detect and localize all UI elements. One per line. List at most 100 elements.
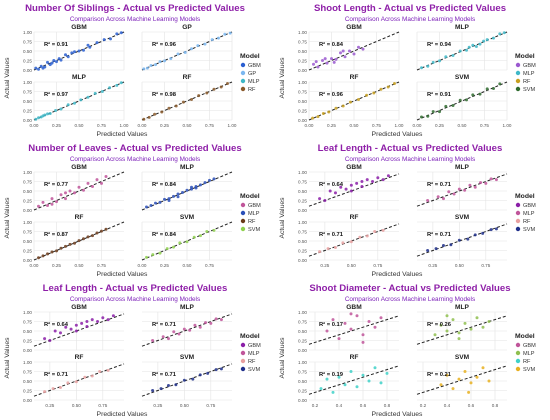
r2-label: R² = 0.84 <box>152 231 177 238</box>
data-point <box>39 64 43 68</box>
x-axis-label: Predicted Values <box>97 271 148 278</box>
data-point <box>212 228 216 232</box>
data-point <box>316 65 320 69</box>
panel-title: MLP <box>455 304 470 311</box>
data-point <box>50 250 54 254</box>
data-point <box>64 325 68 329</box>
data-point <box>119 81 123 85</box>
data-point <box>463 321 467 325</box>
data-point <box>334 106 338 110</box>
reference-line <box>416 315 508 345</box>
data-point <box>154 63 157 67</box>
data-point <box>93 91 97 95</box>
data-point <box>46 203 49 207</box>
data-point <box>98 370 102 373</box>
data-point <box>494 178 498 182</box>
data-point <box>337 337 341 341</box>
data-point <box>321 112 325 116</box>
data-point <box>193 323 197 327</box>
r2-label: R² = 0.96 <box>152 41 177 48</box>
y-tick-label: 0.50 <box>23 99 32 104</box>
data-point <box>151 253 155 257</box>
reference-line <box>141 363 233 397</box>
data-point <box>337 375 341 379</box>
y-tick-label: 1.00 <box>23 220 32 225</box>
data-point <box>101 316 105 320</box>
data-point <box>50 202 54 206</box>
data-point <box>106 368 110 372</box>
data-point <box>185 188 189 192</box>
panel-title: GBM <box>346 304 362 311</box>
y-tick-label: 0.75 <box>298 40 307 45</box>
legend-label: MLP <box>523 351 535 357</box>
data-point <box>174 104 178 108</box>
reference-line <box>33 363 125 397</box>
data-point <box>323 199 327 202</box>
data-point <box>386 85 390 89</box>
x-tick-label: 0.25 <box>327 123 336 128</box>
data-point <box>328 189 332 193</box>
data-point <box>91 184 94 188</box>
panel-rf: RF R² = 0.96 0.00 0.25 0.50 0.75 1.00 0.00 0.25 0… <box>298 74 404 128</box>
data-point <box>151 389 155 392</box>
data-point <box>372 91 376 95</box>
legend-swatch <box>240 358 246 364</box>
panel-svm: SVM R² = 0.84 0.00 0.25 0.50 0.75 <box>138 214 233 268</box>
legend-label: MLP <box>248 79 260 85</box>
data-point <box>468 183 472 187</box>
legend: Model GBM MLP RF SVM <box>515 193 536 233</box>
data-point <box>48 339 52 342</box>
x-tick-label: 0.75 <box>205 263 214 268</box>
data-point <box>59 107 63 111</box>
data-point <box>169 57 173 61</box>
data-point <box>339 185 343 189</box>
y-tick-label: 0.00 <box>23 208 32 213</box>
data-point <box>68 242 72 246</box>
data-point <box>205 91 209 95</box>
panel-mlp: MLP R² = 0.71 <box>141 304 233 351</box>
y-tick-label: 0.00 <box>23 118 32 123</box>
data-point <box>355 314 359 318</box>
legend-label: RF <box>523 79 531 85</box>
data-point <box>449 243 453 247</box>
panel-title: RF <box>75 214 84 221</box>
data-point <box>373 325 377 329</box>
r2-label: R² = 0.91 <box>44 41 69 48</box>
panel-rf: RF R² = 0.71 0.00 0.25 0.50 0.75 1.00 0.25 0.50 0… <box>298 214 400 268</box>
data-point <box>481 231 485 235</box>
data-point <box>379 381 383 385</box>
data-point <box>323 57 327 61</box>
reference-line <box>141 313 233 347</box>
legend-swatch <box>515 342 521 348</box>
data-point <box>228 31 232 35</box>
data-point <box>70 51 74 55</box>
data-point <box>330 57 333 61</box>
y-axis-label: Actual Values <box>279 57 286 99</box>
panel-mlp: MLP R² = 0.97 0.00 0.25 0.50 0.75 1.00 0.00 0.25… <box>23 74 129 128</box>
data-point <box>223 32 227 36</box>
legend-swatch <box>240 342 246 348</box>
data-point <box>82 188 85 192</box>
y-tick-label: 0.25 <box>298 249 307 254</box>
data-point <box>198 325 202 329</box>
data-point <box>498 82 502 86</box>
chart-subtitle: Comparison Across Machine Learning Model… <box>70 16 200 23</box>
data-point <box>318 250 322 254</box>
data-point <box>321 59 324 62</box>
data-point <box>498 32 502 36</box>
data-point <box>91 234 94 238</box>
data-point <box>393 82 396 86</box>
data-point <box>352 52 356 56</box>
data-point <box>441 197 445 201</box>
data-point <box>79 98 83 102</box>
legend-label: MLP <box>523 71 535 77</box>
data-point <box>74 323 78 327</box>
y-tick-label: 0.75 <box>23 40 32 45</box>
legend-swatch <box>515 210 521 216</box>
x-tick-label: 0.25 <box>52 263 61 268</box>
data-point <box>199 183 202 187</box>
y-tick-label: 0.50 <box>23 189 32 194</box>
data-point <box>203 42 207 46</box>
data-point <box>311 116 315 120</box>
y-tick-label: 0.50 <box>298 99 307 104</box>
